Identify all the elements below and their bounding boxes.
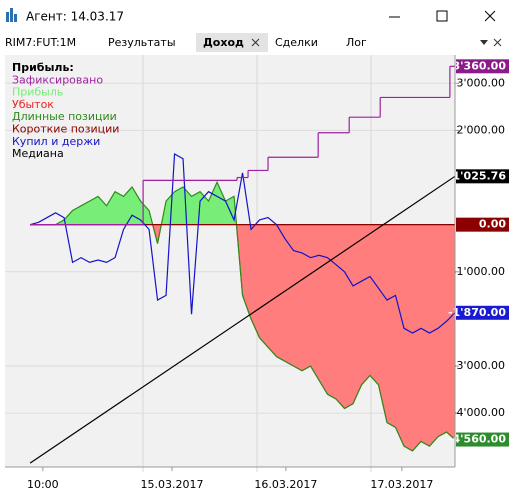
tab[interactable]: RIM7:FUT:1M — [5, 36, 76, 49]
legend-title: Прибыль: — [12, 61, 74, 74]
y-tick-label: 3'000.00 — [456, 76, 505, 89]
legend-entry: Прибыль — [12, 86, 63, 99]
tab-close[interactable] — [251, 38, 260, 47]
end-label: 0.00 — [479, 218, 506, 231]
y-tick-label: -4'000.00 — [453, 406, 505, 419]
end-label: 3'360.00 — [453, 59, 507, 72]
end-label: 1'025.76 — [453, 169, 507, 182]
end-label: -4'560.00 — [448, 433, 506, 446]
tab[interactable]: Лог — [346, 36, 367, 49]
legend-entry: Короткие позиции — [12, 123, 119, 136]
active-tab-bg — [196, 33, 268, 52]
x-tick-label: 17.03.2017 — [370, 478, 433, 491]
maximize-button[interactable] — [436, 10, 448, 22]
panel-close[interactable] — [493, 38, 502, 47]
tab-menu[interactable] — [480, 40, 488, 45]
title-icon — [6, 8, 17, 22]
y-tick-label: 2'000.00 — [456, 123, 505, 136]
legend-entry: Зафиксировано — [12, 73, 103, 86]
legend-entry: Купил и держи — [12, 135, 100, 148]
y-tick-label: -1'000.00 — [453, 265, 505, 278]
end-label-bg — [456, 169, 509, 184]
x-tick-label: 15.03.2017 — [141, 478, 204, 491]
tab[interactable]: Результаты — [108, 36, 176, 49]
tab[interactable]: Доход — [203, 36, 244, 49]
legend-entry: Медиана — [12, 147, 64, 160]
window-title: Агент: 14.03.17 — [26, 10, 124, 24]
series-line — [29, 175, 456, 464]
end-label-bg — [456, 59, 509, 74]
end-label: -1'870.00 — [448, 306, 506, 319]
close-button[interactable] — [484, 10, 496, 22]
legend-entry: Убыток — [12, 98, 54, 111]
series-line — [29, 152, 456, 334]
profit-area — [30, 182, 455, 225]
end-label-bg — [456, 432, 509, 447]
end-label-bg — [456, 217, 509, 232]
y-tick-label: -3'000.00 — [453, 359, 505, 372]
x-tick-label: 10:00 — [27, 478, 59, 491]
tab[interactable]: Сделки — [275, 36, 318, 49]
x-tick-label: 16.03.2017 — [254, 478, 317, 491]
legend-entry: Длинные позиции — [12, 110, 117, 123]
end-label-bg — [456, 305, 509, 320]
series-line — [30, 180, 456, 452]
